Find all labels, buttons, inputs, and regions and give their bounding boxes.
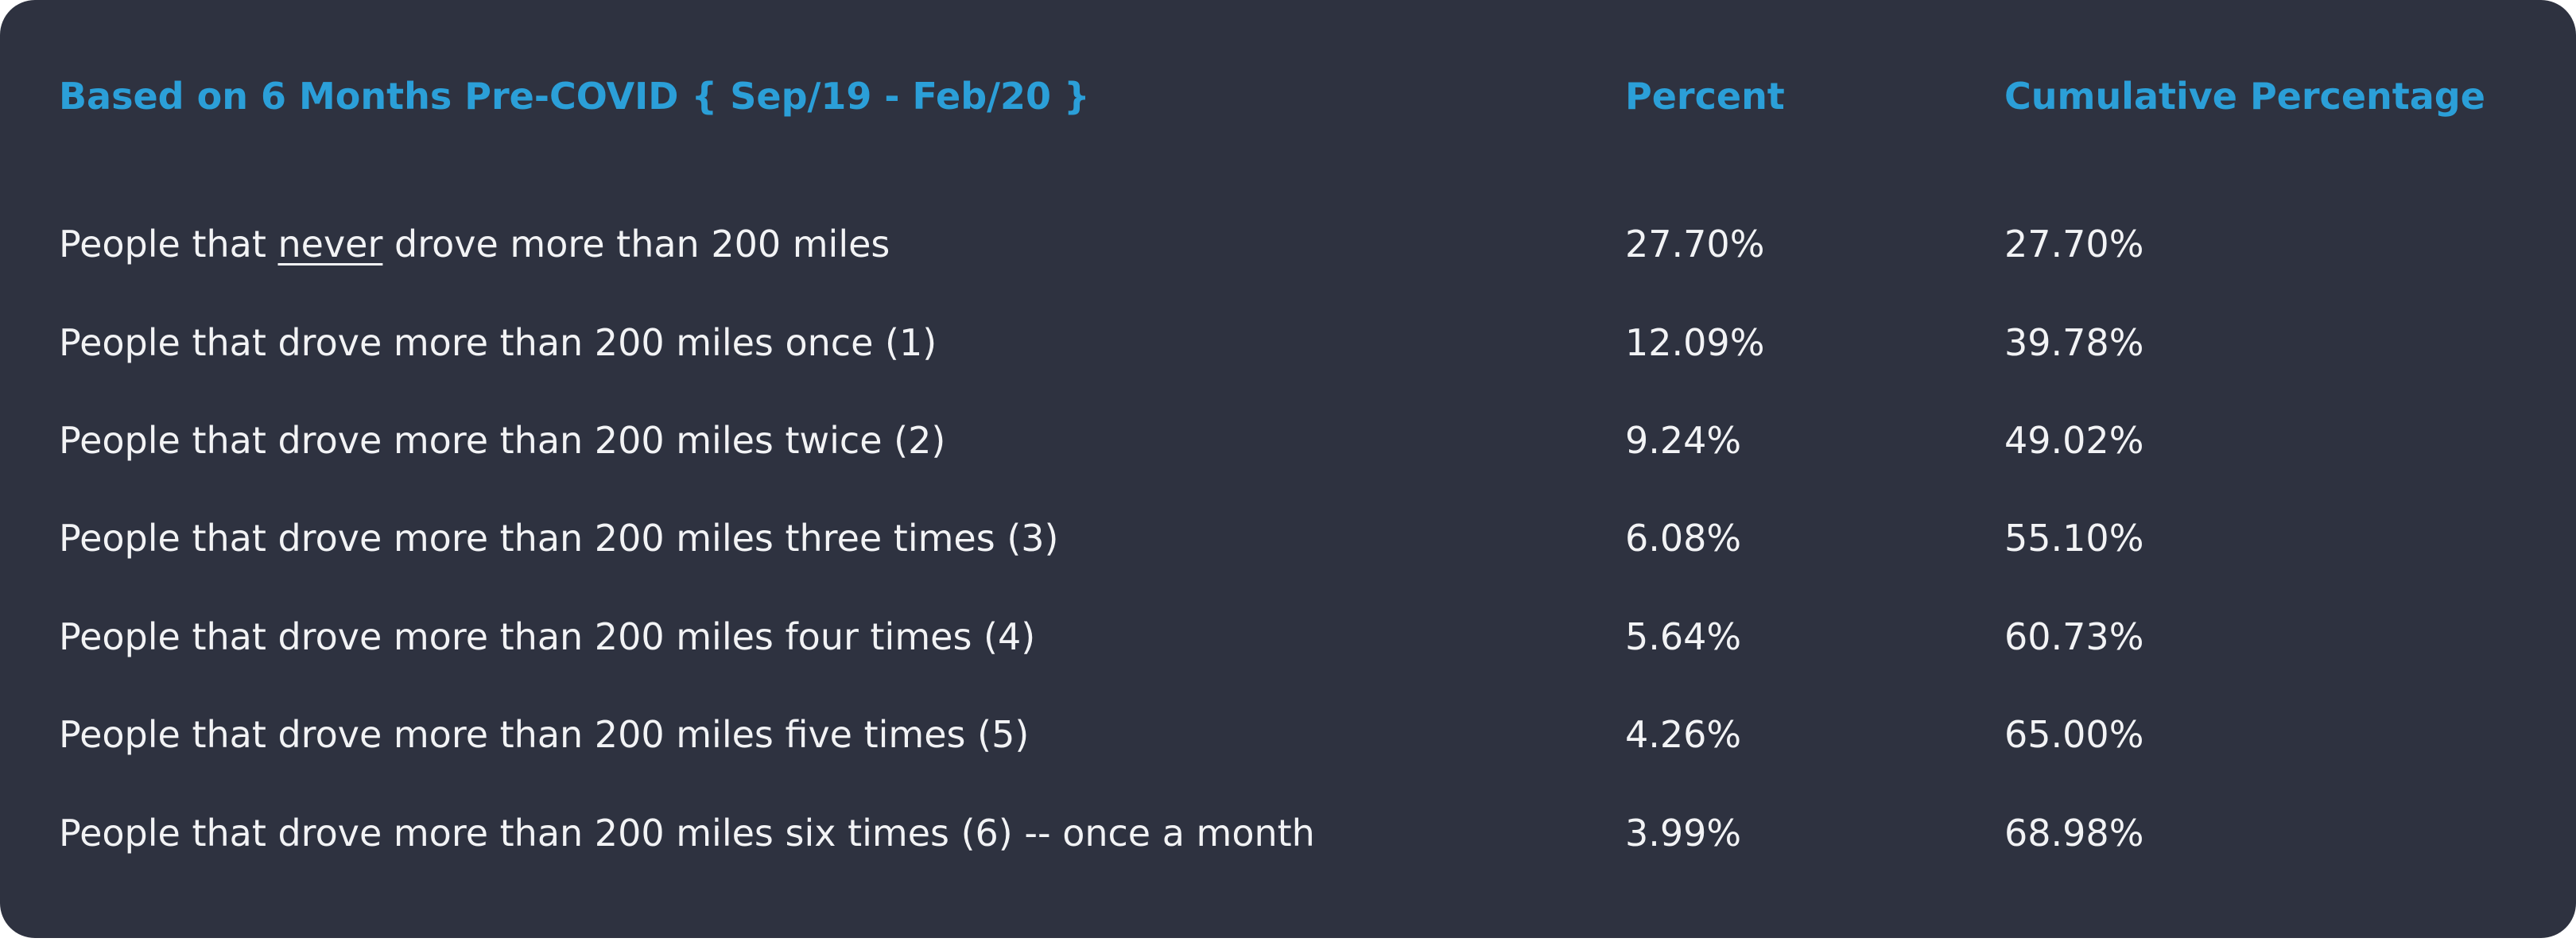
table-row-label: People that drove more than 200 miles on… (59, 321, 937, 364)
header-percent: Percent (1625, 75, 1785, 118)
header-cumulative-percentage: Cumulative Percentage (2004, 75, 2485, 118)
header-description: Based on 6 Months Pre-COVID { Sep/19 - F… (59, 75, 1090, 118)
table-row-percent: 3.99% (1625, 812, 1742, 855)
table-row-percent: 27.70% (1625, 223, 1765, 266)
table-row-cumulative: 60.73% (2004, 615, 2144, 658)
table-row-cumulative: 68.98% (2004, 812, 2144, 855)
table-row-cumulative: 39.78% (2004, 321, 2144, 364)
table-row-label: People that drove more than 200 miles fo… (59, 615, 1036, 658)
table-row-label: People that drove more than 200 miles tw… (59, 419, 946, 462)
table-row-cumulative: 55.10% (2004, 517, 2144, 560)
table-row-cumulative: 49.02% (2004, 419, 2144, 462)
table-row-cumulative: 65.00% (2004, 713, 2144, 756)
table-row-percent: 4.26% (1625, 713, 1742, 756)
label-prefix: People that (59, 223, 278, 266)
table-row-label: People that never drove more than 200 mi… (59, 226, 890, 262)
table-row-label: People that drove more than 200 miles fi… (59, 713, 1030, 756)
table-row-label: People that drove more than 200 miles si… (59, 812, 1315, 855)
table-row-label: People that drove more than 200 miles th… (59, 517, 1059, 560)
label-suffix: drove more than 200 miles (382, 223, 890, 266)
table-row-cumulative: 27.70% (2004, 223, 2144, 266)
label-emphasis: never (277, 223, 383, 266)
table-row-percent: 5.64% (1625, 615, 1742, 658)
table-row-percent: 6.08% (1625, 517, 1742, 560)
table-row-percent: 9.24% (1625, 419, 1742, 462)
table-row-percent: 12.09% (1625, 321, 1765, 364)
